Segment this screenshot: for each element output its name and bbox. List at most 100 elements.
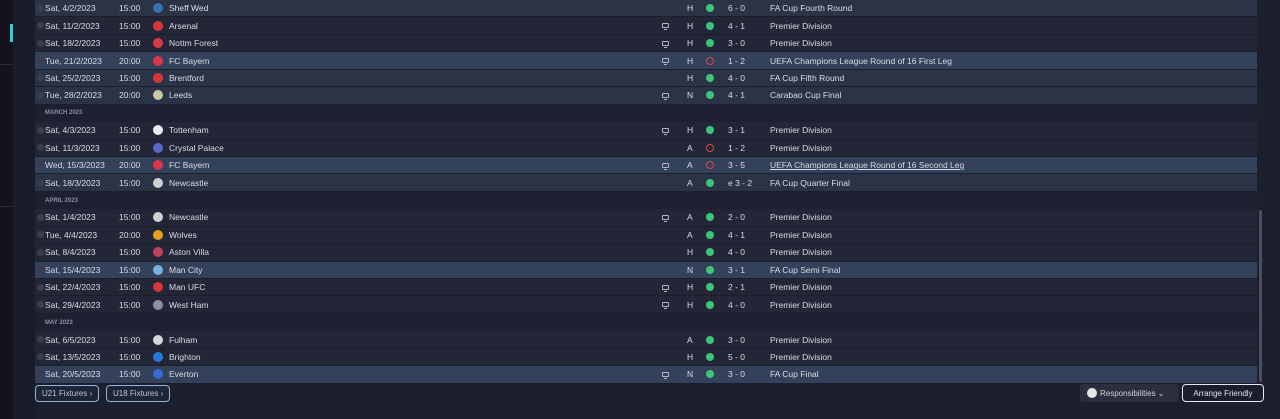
win-indicator-icon xyxy=(706,91,714,100)
competition-link[interactable]: Premier Division xyxy=(770,125,832,136)
opponent-link[interactable]: Tottenham xyxy=(169,125,209,136)
score[interactable]: 4 - 1 xyxy=(728,20,746,31)
competition-link[interactable]: Premier Division xyxy=(770,38,832,49)
score[interactable]: 3 - 1 xyxy=(728,125,746,136)
status-icon xyxy=(37,126,44,134)
fixture-time: 15:00 xyxy=(119,125,141,136)
fixture-row[interactable]: Wed, 15/3/2023 20:00 FC Bayern A 3 - 5 U… xyxy=(35,156,1257,175)
win-indicator-icon xyxy=(706,352,714,361)
score[interactable]: 3 - 0 xyxy=(728,38,746,49)
score[interactable]: 3 - 0 xyxy=(728,334,746,345)
fixture-date: Sat, 13/5/2023 xyxy=(45,351,101,362)
venue: H xyxy=(687,72,694,83)
score[interactable]: e 3 - 2 xyxy=(728,177,753,188)
opponent-link[interactable]: Man UFC xyxy=(169,282,206,293)
fixture-row[interactable]: Sat, 4/3/2023 15:00 Tottenham H 3 - 1 Pr… xyxy=(35,122,1257,140)
fixture-row[interactable]: Tue, 4/4/2023 20:00 Wolves A 4 - 1 Premi… xyxy=(35,226,1257,245)
tv-icon xyxy=(662,284,669,292)
competition-link[interactable]: FA Cup Semi Final xyxy=(770,264,841,275)
venue: N xyxy=(687,90,694,101)
opponent-link[interactable]: Man City xyxy=(169,264,203,275)
competition-link[interactable]: Premier Division xyxy=(770,212,832,223)
score[interactable]: 4 - 1 xyxy=(728,90,746,101)
score[interactable]: 4 - 0 xyxy=(728,299,746,310)
opponent-link[interactable]: Newcastle xyxy=(169,212,209,223)
fixture-row[interactable]: Tue, 28/2/2023 20:00 Leeds N 4 - 1 Carab… xyxy=(35,87,1257,105)
fixture-row[interactable]: Sat, 8/4/2023 15:00 Aston Villa H 4 - 0 … xyxy=(35,244,1257,262)
score[interactable]: 2 - 0 xyxy=(728,212,746,223)
fixture-row[interactable]: Sat, 13/5/2023 15:00 Brighton H 5 - 0 Pr… xyxy=(35,348,1257,367)
responsibilities-dropdown[interactable]: Responsibilities ⌄ xyxy=(1080,384,1179,402)
fixture-date: Sat, 25/2/2023 xyxy=(45,72,101,83)
fixture-row[interactable]: Sat, 4/2/2023 15:00 Sheff Wed H 6 - 0 FA… xyxy=(35,0,1257,18)
u18-fixtures-button[interactable]: U18 Fixtures › xyxy=(106,385,171,402)
opponent-link[interactable]: Aston Villa xyxy=(169,247,210,258)
score[interactable]: 1 - 2 xyxy=(728,55,746,66)
win-indicator-icon xyxy=(706,213,714,222)
fixture-row[interactable]: Sat, 15/4/2023 15:00 Man City N 3 - 1 FA… xyxy=(35,261,1257,279)
opponent-link[interactable]: Newcastle xyxy=(169,177,209,188)
score[interactable]: 2 - 1 xyxy=(728,282,746,293)
competition-link[interactable]: FA Cup Final xyxy=(770,369,819,380)
opponent-link[interactable]: Arsenal xyxy=(169,20,198,31)
score[interactable]: 4 - 0 xyxy=(728,247,746,258)
opponent-link[interactable]: Leeds xyxy=(169,90,193,101)
score[interactable]: 3 - 1 xyxy=(728,264,746,275)
opponent-link[interactable]: Brentford xyxy=(169,72,204,83)
opponent-link[interactable]: Crystal Palace xyxy=(169,142,224,153)
fixture-row[interactable]: Sat, 11/2/2023 15:00 Arsenal H 4 - 1 Pre… xyxy=(35,17,1257,35)
fixture-row[interactable]: Sat, 25/2/2023 15:00 Brentford H 4 - 0 F… xyxy=(35,69,1257,88)
fixture-row[interactable]: Sat, 1/4/2023 15:00 Newcastle A 2 - 0 Pr… xyxy=(35,209,1257,227)
competition-link[interactable]: Premier Division xyxy=(770,20,832,31)
competition-link[interactable]: FA Cup Fourth Round xyxy=(770,3,853,14)
competition-link[interactable]: Premier Division xyxy=(770,334,832,345)
opponent-link[interactable]: Sheff Wed xyxy=(169,3,209,14)
venue: H xyxy=(687,247,694,258)
venue: A xyxy=(687,229,693,240)
win-indicator-icon xyxy=(706,4,714,13)
opponent-link[interactable]: FC Bayern xyxy=(169,55,210,66)
venue: H xyxy=(687,20,694,31)
opponent-link[interactable]: Fulham xyxy=(169,334,198,345)
score[interactable]: 4 - 0 xyxy=(728,72,746,83)
fixture-row[interactable]: Sat, 22/4/2023 15:00 Man UFC H 2 - 1 Pre… xyxy=(35,279,1257,297)
status-icon xyxy=(37,231,44,239)
opponent-link[interactable]: Everton xyxy=(169,369,199,380)
fixture-row[interactable]: Sat, 11/3/2023 15:00 Crystal Palace A 1 … xyxy=(35,139,1257,157)
competition-link[interactable]: UEFA Champions League Round of 16 First … xyxy=(770,55,952,66)
opponent-link[interactable]: FC Bayern xyxy=(169,160,210,171)
fixture-row[interactable]: Sat, 20/5/2023 15:00 Everton N 3 - 0 FA … xyxy=(35,366,1257,384)
score[interactable]: 4 - 1 xyxy=(728,229,746,240)
opponent-link[interactable]: West Ham xyxy=(169,299,209,310)
opponent-link[interactable]: Nottm Forest xyxy=(169,38,219,49)
competition-link[interactable]: Premier Division xyxy=(770,299,832,310)
competition-link[interactable]: Premier Division xyxy=(770,351,832,362)
competition-link[interactable]: Carabao Cup Final xyxy=(770,90,842,101)
venue: N xyxy=(687,369,694,380)
fixture-row[interactable]: Sat, 18/3/2023 15:00 Newcastle A e 3 - 2… xyxy=(35,174,1257,192)
club-badge-icon xyxy=(153,72,163,83)
u21-fixtures-button[interactable]: U21 Fixtures › xyxy=(35,385,100,402)
competition-link[interactable]: Premier Division xyxy=(770,229,832,240)
score[interactable]: 3 - 5 xyxy=(728,160,746,171)
score[interactable]: 3 - 0 xyxy=(728,369,746,380)
score[interactable]: 6 - 0 xyxy=(728,3,746,14)
opponent-link[interactable]: Brighton xyxy=(169,351,201,362)
fixture-date: Sat, 15/4/2023 xyxy=(45,264,101,275)
score[interactable]: 1 - 2 xyxy=(728,142,746,153)
competition-link[interactable]: Premier Division xyxy=(770,247,832,258)
competition-link[interactable]: Premier Division xyxy=(770,142,832,153)
opponent-link[interactable]: Wolves xyxy=(169,229,197,240)
fixture-row[interactable]: Sat, 18/2/2023 15:00 Nottm Forest H 3 - … xyxy=(35,34,1257,53)
competition-link[interactable]: FA Cup Fifth Round xyxy=(770,72,845,83)
scrollbar[interactable] xyxy=(1259,210,1262,382)
competition-link[interactable]: Premier Division xyxy=(770,282,832,293)
arrange-friendly-button[interactable]: Arrange Friendly xyxy=(1182,384,1264,402)
fixture-row[interactable]: Sat, 29/4/2023 15:00 West Ham H 4 - 0 Pr… xyxy=(35,296,1257,314)
win-indicator-icon xyxy=(706,39,714,48)
fixture-row[interactable]: Sat, 6/5/2023 15:00 Fulham A 3 - 0 Premi… xyxy=(35,331,1257,349)
competition-link[interactable]: FA Cup Quarter Final xyxy=(770,177,850,188)
competition-link[interactable]: UEFA Champions League Round of 16 Second… xyxy=(770,160,965,171)
fixture-row[interactable]: Tue, 21/2/2023 20:00 FC Bayern H 1 - 2 U… xyxy=(35,52,1257,70)
score[interactable]: 5 - 0 xyxy=(728,351,746,362)
